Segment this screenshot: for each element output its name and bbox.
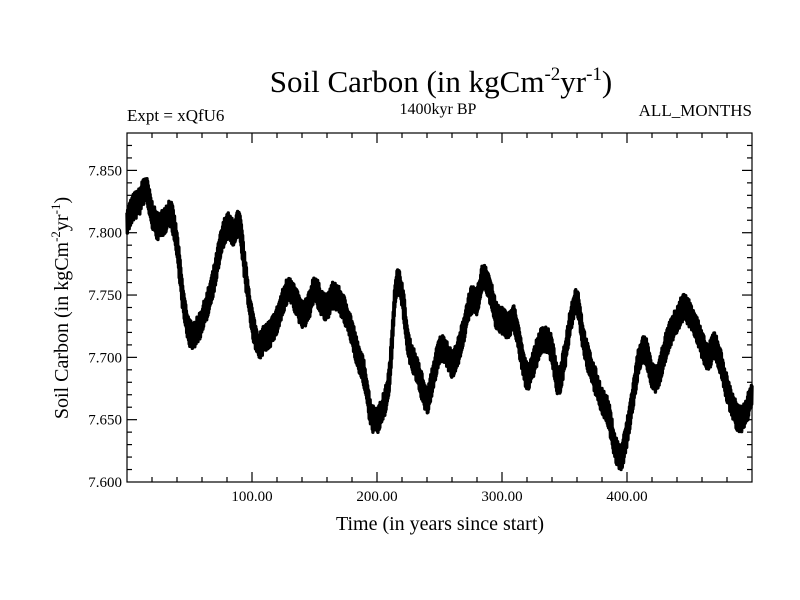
y-axis-label: Soil Carbon (in kgCm-2yr-1) [48,197,73,419]
period-label: 1400kyr BP [400,101,477,118]
x-tick-label: 400.00 [606,489,647,505]
y-tick-label: 7.750 [88,288,122,304]
axis-ticks [127,133,752,482]
x-axis-label: Time (in years since start) [336,513,544,535]
y-tick-label: 7.700 [88,350,122,366]
x-tick-label: 300.00 [481,489,522,505]
chart-title: Soil Carbon (in kgCm-2yr-1) [270,64,613,99]
x-tick-label: 100.00 [231,489,272,505]
soil-carbon-series-line [125,177,754,472]
plot-frame [126,132,753,483]
x-tick-label: 200.00 [356,489,397,505]
y-tick-label: 7.650 [88,413,122,429]
experiment-label: Expt = xQfU6 [127,106,224,125]
y-tick-label: 7.800 [88,226,122,242]
y-tick-label: 7.600 [88,475,122,491]
months-label: ALL_MONTHS [639,101,752,120]
y-tick-label: 7.850 [88,163,122,179]
axis-tick-labels: 100.00 200.00 300.00 400.00 7.600 7.650 7.700 7… [88,163,647,505]
